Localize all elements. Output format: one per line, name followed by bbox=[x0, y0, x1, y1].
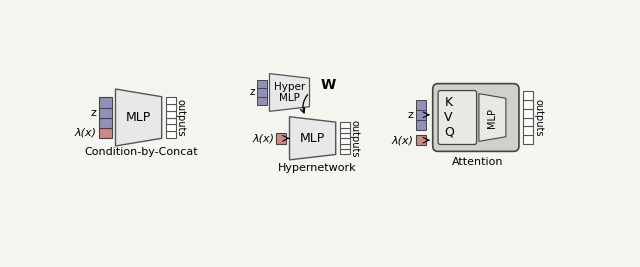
Bar bbox=[340, 138, 349, 144]
Bar bbox=[340, 149, 349, 155]
Text: Q: Q bbox=[444, 125, 454, 139]
Text: Condition-by-Concat: Condition-by-Concat bbox=[84, 147, 198, 157]
Polygon shape bbox=[269, 74, 310, 111]
Text: λ(x): λ(x) bbox=[392, 135, 413, 145]
Bar bbox=[523, 126, 533, 135]
Bar bbox=[257, 88, 267, 97]
Polygon shape bbox=[479, 94, 506, 142]
Bar bbox=[99, 108, 111, 117]
Bar bbox=[523, 135, 533, 144]
Bar bbox=[416, 110, 426, 120]
Bar bbox=[340, 122, 349, 128]
Text: Attention: Attention bbox=[452, 157, 504, 167]
Bar bbox=[99, 97, 111, 108]
Text: z: z bbox=[90, 108, 96, 117]
Text: outputs: outputs bbox=[176, 99, 186, 136]
Bar bbox=[416, 120, 426, 130]
Bar bbox=[416, 135, 426, 145]
Text: z: z bbox=[250, 88, 255, 97]
Bar bbox=[416, 100, 426, 110]
Text: V: V bbox=[444, 111, 452, 124]
Bar bbox=[340, 144, 349, 149]
Bar bbox=[166, 117, 175, 124]
Text: MLP: MLP bbox=[488, 108, 497, 128]
Text: MLP: MLP bbox=[300, 132, 325, 145]
Text: λ(x): λ(x) bbox=[74, 128, 96, 138]
Polygon shape bbox=[115, 89, 162, 146]
Text: outputs: outputs bbox=[533, 99, 543, 136]
Bar bbox=[166, 111, 175, 117]
Bar bbox=[523, 100, 533, 109]
Text: outputs: outputs bbox=[350, 120, 360, 157]
Bar bbox=[340, 133, 349, 138]
Text: MLP: MLP bbox=[126, 111, 151, 124]
Bar bbox=[99, 128, 111, 138]
Text: Hypernetwork: Hypernetwork bbox=[278, 163, 356, 173]
Bar bbox=[523, 117, 533, 126]
Text: Hyper
MLP: Hyper MLP bbox=[274, 82, 305, 103]
Text: λ(x): λ(x) bbox=[252, 133, 274, 143]
Bar bbox=[166, 104, 175, 111]
FancyArrowPatch shape bbox=[300, 95, 308, 113]
Bar bbox=[523, 109, 533, 117]
Bar bbox=[276, 133, 287, 144]
Bar bbox=[340, 128, 349, 133]
Bar bbox=[166, 124, 175, 131]
Text: W: W bbox=[320, 78, 335, 92]
Text: K: K bbox=[444, 96, 452, 109]
FancyBboxPatch shape bbox=[438, 91, 477, 144]
Bar bbox=[99, 117, 111, 128]
FancyBboxPatch shape bbox=[433, 84, 519, 151]
Bar bbox=[257, 80, 267, 88]
Bar bbox=[166, 97, 175, 104]
Polygon shape bbox=[289, 117, 336, 160]
Bar bbox=[523, 91, 533, 100]
Bar bbox=[166, 131, 175, 138]
Text: z: z bbox=[408, 110, 413, 120]
Bar bbox=[257, 97, 267, 105]
